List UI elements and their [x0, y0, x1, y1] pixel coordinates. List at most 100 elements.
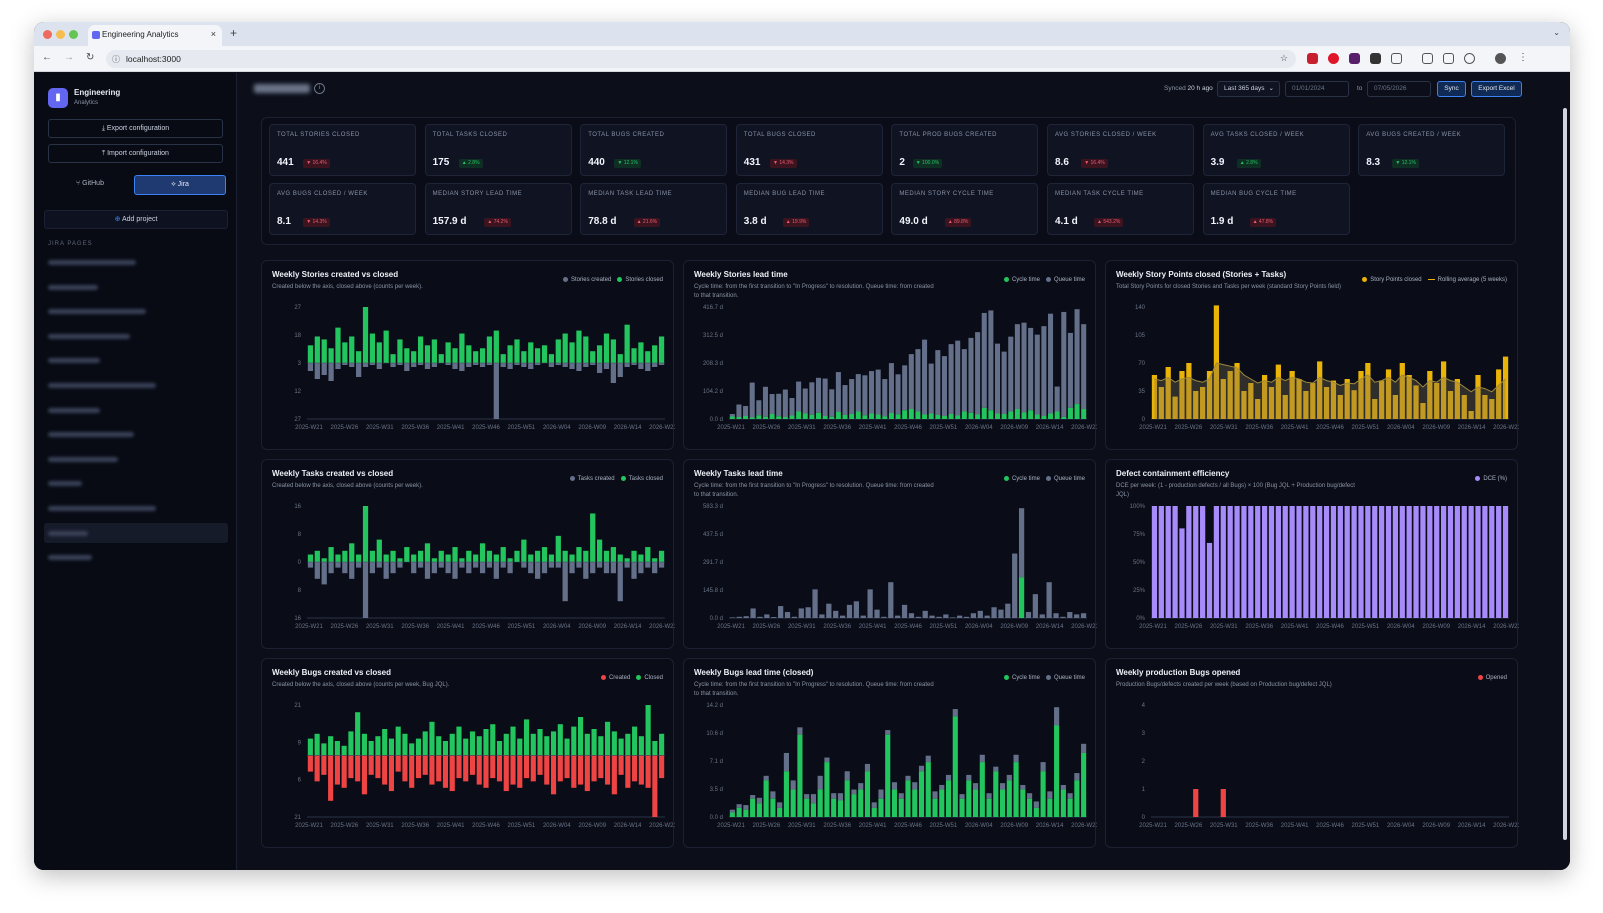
bar-dce[interactable]	[1406, 506, 1412, 618]
bar-queue-time[interactable]	[867, 589, 873, 618]
bar-queue-time[interactable]	[881, 616, 887, 618]
bar-queue-time[interactable]	[864, 763, 871, 772]
bar-created[interactable]	[510, 755, 516, 785]
bar-cycle-time[interactable]	[1014, 409, 1020, 419]
bar-queue-time[interactable]	[935, 350, 941, 416]
bar-cycle-time[interactable]	[939, 789, 945, 817]
bar-created[interactable]	[503, 755, 509, 792]
bar-closed[interactable]	[307, 554, 314, 562]
bar-story-points[interactable]	[1379, 380, 1385, 419]
bar-cycle-time[interactable]	[986, 798, 992, 817]
bar-cycle-time[interactable]	[935, 415, 941, 419]
bar-cycle-time[interactable]	[912, 789, 918, 817]
bar-cycle-time[interactable]	[858, 789, 864, 817]
bar-cycle-time[interactable]	[851, 794, 857, 817]
import-configuration-button[interactable]: ⤒ Import configuration	[48, 144, 223, 163]
bar-created[interactable]	[388, 755, 395, 792]
bar-queue-time[interactable]	[915, 616, 921, 618]
bar-dce[interactable]	[1468, 506, 1474, 618]
bar-queue-time[interactable]	[972, 783, 979, 790]
bar-dce[interactable]	[1399, 506, 1405, 618]
bar-closed[interactable]	[362, 307, 369, 363]
bar-cycle-time[interactable]	[945, 780, 952, 817]
bar-closed[interactable]	[390, 354, 396, 363]
bar-story-points[interactable]	[1461, 395, 1467, 419]
sidebar-page-item-active[interactable]	[48, 531, 88, 536]
bar-queue-time[interactable]	[994, 343, 1001, 414]
bar-closed[interactable]	[493, 330, 499, 363]
sidebar-page-item[interactable]	[48, 481, 82, 486]
bar-closed[interactable]	[528, 554, 534, 562]
bar-queue-time[interactable]	[961, 349, 967, 412]
legend-item[interactable]: Queue time	[1045, 476, 1085, 482]
bar-closed[interactable]	[466, 550, 472, 562]
bar-created[interactable]	[596, 363, 603, 373]
bar-story-points[interactable]	[1454, 379, 1460, 419]
bar-queue-time[interactable]	[991, 607, 997, 618]
bar-queue-time[interactable]	[833, 610, 839, 618]
bar-closed[interactable]	[569, 554, 575, 562]
bar-created[interactable]	[383, 562, 389, 579]
bar-cycle-time[interactable]	[815, 412, 822, 419]
bar-created[interactable]	[382, 755, 388, 785]
bar-story-points[interactable]	[1317, 361, 1323, 419]
bar-closed[interactable]	[376, 539, 382, 562]
bar-closed[interactable]	[583, 550, 589, 562]
bar-queue-time[interactable]	[977, 610, 983, 618]
bar-queue-time[interactable]	[829, 389, 835, 417]
bar-cycle-time[interactable]	[999, 789, 1006, 817]
sidebar-page-item[interactable]	[48, 408, 100, 413]
bar-cycle-time[interactable]	[1001, 414, 1007, 419]
bar-dce[interactable]	[1413, 506, 1419, 618]
bar-dce[interactable]	[1282, 506, 1288, 618]
bar-created[interactable]	[521, 562, 527, 568]
bar-closed[interactable]	[638, 342, 644, 363]
bar-story-points[interactable]	[1289, 371, 1295, 419]
bar-created[interactable]	[342, 562, 348, 574]
bar-queue-time[interactable]	[1054, 386, 1060, 412]
bar-queue-time[interactable]	[1040, 762, 1046, 772]
bar-created[interactable]	[390, 363, 396, 367]
bar-closed[interactable]	[528, 342, 534, 363]
bar-queue-time[interactable]	[963, 616, 970, 618]
password-key-icon[interactable]	[1443, 53, 1454, 64]
bar-queue-time[interactable]	[975, 332, 981, 415]
history-icon[interactable]	[1464, 53, 1475, 64]
bar-cycle-time[interactable]	[1006, 780, 1012, 817]
bar-cycle-time[interactable]	[1033, 807, 1039, 817]
site-info-icon[interactable]: ⓘ	[112, 55, 120, 64]
bar-queue-time[interactable]	[860, 615, 866, 618]
bar-dce[interactable]	[1420, 506, 1426, 618]
bar-created[interactable]	[424, 562, 431, 579]
bar-created[interactable]	[466, 562, 472, 574]
bar-queue-time[interactable]	[871, 802, 877, 808]
bar-created[interactable]	[617, 562, 623, 602]
bar-queue-time[interactable]	[743, 616, 749, 618]
bar-dce[interactable]	[1337, 506, 1343, 618]
bar-queue-time[interactable]	[1018, 508, 1025, 578]
bar-cycle-time[interactable]	[1054, 411, 1060, 419]
bar-cycle-time[interactable]	[1040, 771, 1046, 817]
bar-created[interactable]	[517, 755, 523, 788]
bar-created[interactable]	[466, 363, 472, 367]
bar-story-points[interactable]	[1282, 395, 1288, 419]
bar-created[interactable]	[376, 562, 382, 568]
bar-story-points[interactable]	[1227, 371, 1233, 419]
legend-item[interactable]: Story Points closed	[1362, 277, 1422, 283]
bar-cycle-time[interactable]	[864, 771, 871, 817]
bar-created[interactable]	[307, 562, 314, 568]
bar-queue-time[interactable]	[743, 406, 749, 417]
bar-cycle-time[interactable]	[1047, 798, 1053, 817]
bar-queue-time[interactable]	[928, 363, 934, 414]
bar-closed[interactable]	[659, 733, 665, 756]
browser-tab[interactable]: Engineering Analytics ×	[88, 25, 222, 46]
bar-closed[interactable]	[490, 724, 496, 756]
bar-cycle-time[interactable]	[955, 415, 961, 419]
bar-queue-time[interactable]	[798, 608, 804, 618]
bar-closed[interactable]	[404, 348, 410, 363]
bar-closed[interactable]	[335, 327, 341, 363]
bar-dce[interactable]	[1172, 506, 1178, 618]
bar-cycle-time[interactable]	[988, 410, 994, 419]
bar-dce[interactable]	[1502, 506, 1509, 618]
bar-queue-time[interactable]	[882, 379, 888, 417]
